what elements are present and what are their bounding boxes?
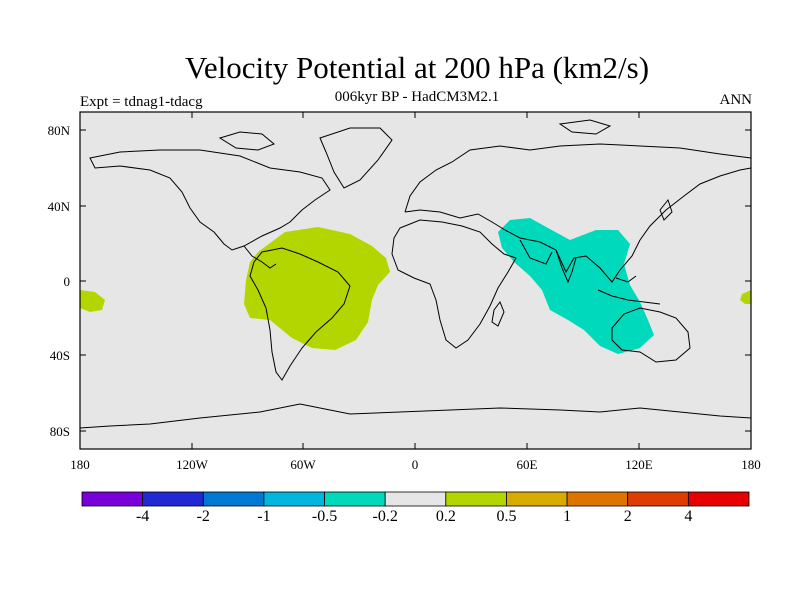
colorbar-label: -1 — [257, 508, 271, 525]
colorbar-swatch — [627, 491, 689, 507]
colorbar-swatch — [566, 491, 629, 507]
lat-label-80s: 80S — [49, 424, 70, 439]
colorbar-label: -2 — [196, 508, 210, 525]
lon-label-60e: 60E — [516, 457, 538, 472]
colorbar — [81, 491, 750, 507]
axis-ticks — [80, 112, 751, 449]
lat-label-80n: 80N — [47, 123, 70, 138]
colorbar-swatch — [81, 491, 144, 507]
positive-anomaly-west-edge — [80, 290, 105, 312]
lon-label-60w: 60W — [290, 457, 316, 472]
positive-anomaly-east-edge — [740, 290, 751, 304]
colorbar-swatch — [384, 491, 447, 507]
positive-anomaly-south-america — [244, 227, 390, 350]
colorbar-swatch — [263, 491, 325, 507]
lon-label-180e: 180 — [741, 457, 761, 472]
chart-subtitle: 006kyr BP - HadCM3M2.1 — [334, 89, 500, 105]
negative-anomaly-indian-ocean — [498, 218, 654, 354]
colorbar-swatch — [687, 491, 750, 507]
lat-label-eq: 0 — [63, 274, 71, 289]
lon-label-120w: 120W — [176, 457, 208, 472]
colorbar-swatch — [324, 491, 386, 507]
colorbar-label: -0.5 — [311, 508, 338, 525]
colorbar-swatch — [445, 491, 507, 507]
colorbar-swatch — [142, 491, 204, 507]
lat-label-40n: 40N — [47, 199, 70, 214]
colorbar-label: -4 — [135, 508, 150, 525]
lon-label-120e: 120E — [625, 457, 653, 472]
colorbar-swatch — [506, 491, 568, 507]
experiment-label: Expt = tdnag1-tdacg — [80, 94, 203, 110]
chart-title: Velocity Potential at 200 hPa (km2/s) — [184, 50, 650, 85]
colorbar-label: -0.2 — [372, 508, 398, 525]
map-background — [80, 112, 751, 449]
lat-label-40s: 40S — [49, 348, 70, 363]
colorbar-label: 4 — [684, 508, 693, 525]
lon-label-0: 0 — [411, 457, 419, 472]
colorbar-label: 0.5 — [496, 508, 517, 525]
colorbar-swatch — [202, 491, 265, 507]
colorbar-label: 0.2 — [435, 508, 456, 525]
colorbar-label: 1 — [563, 508, 572, 525]
colorbar-label: 2 — [623, 508, 632, 525]
coastlines — [79, 119, 752, 429]
lon-label-180w: 180 — [70, 457, 90, 472]
season-label: ANN — [719, 92, 753, 108]
